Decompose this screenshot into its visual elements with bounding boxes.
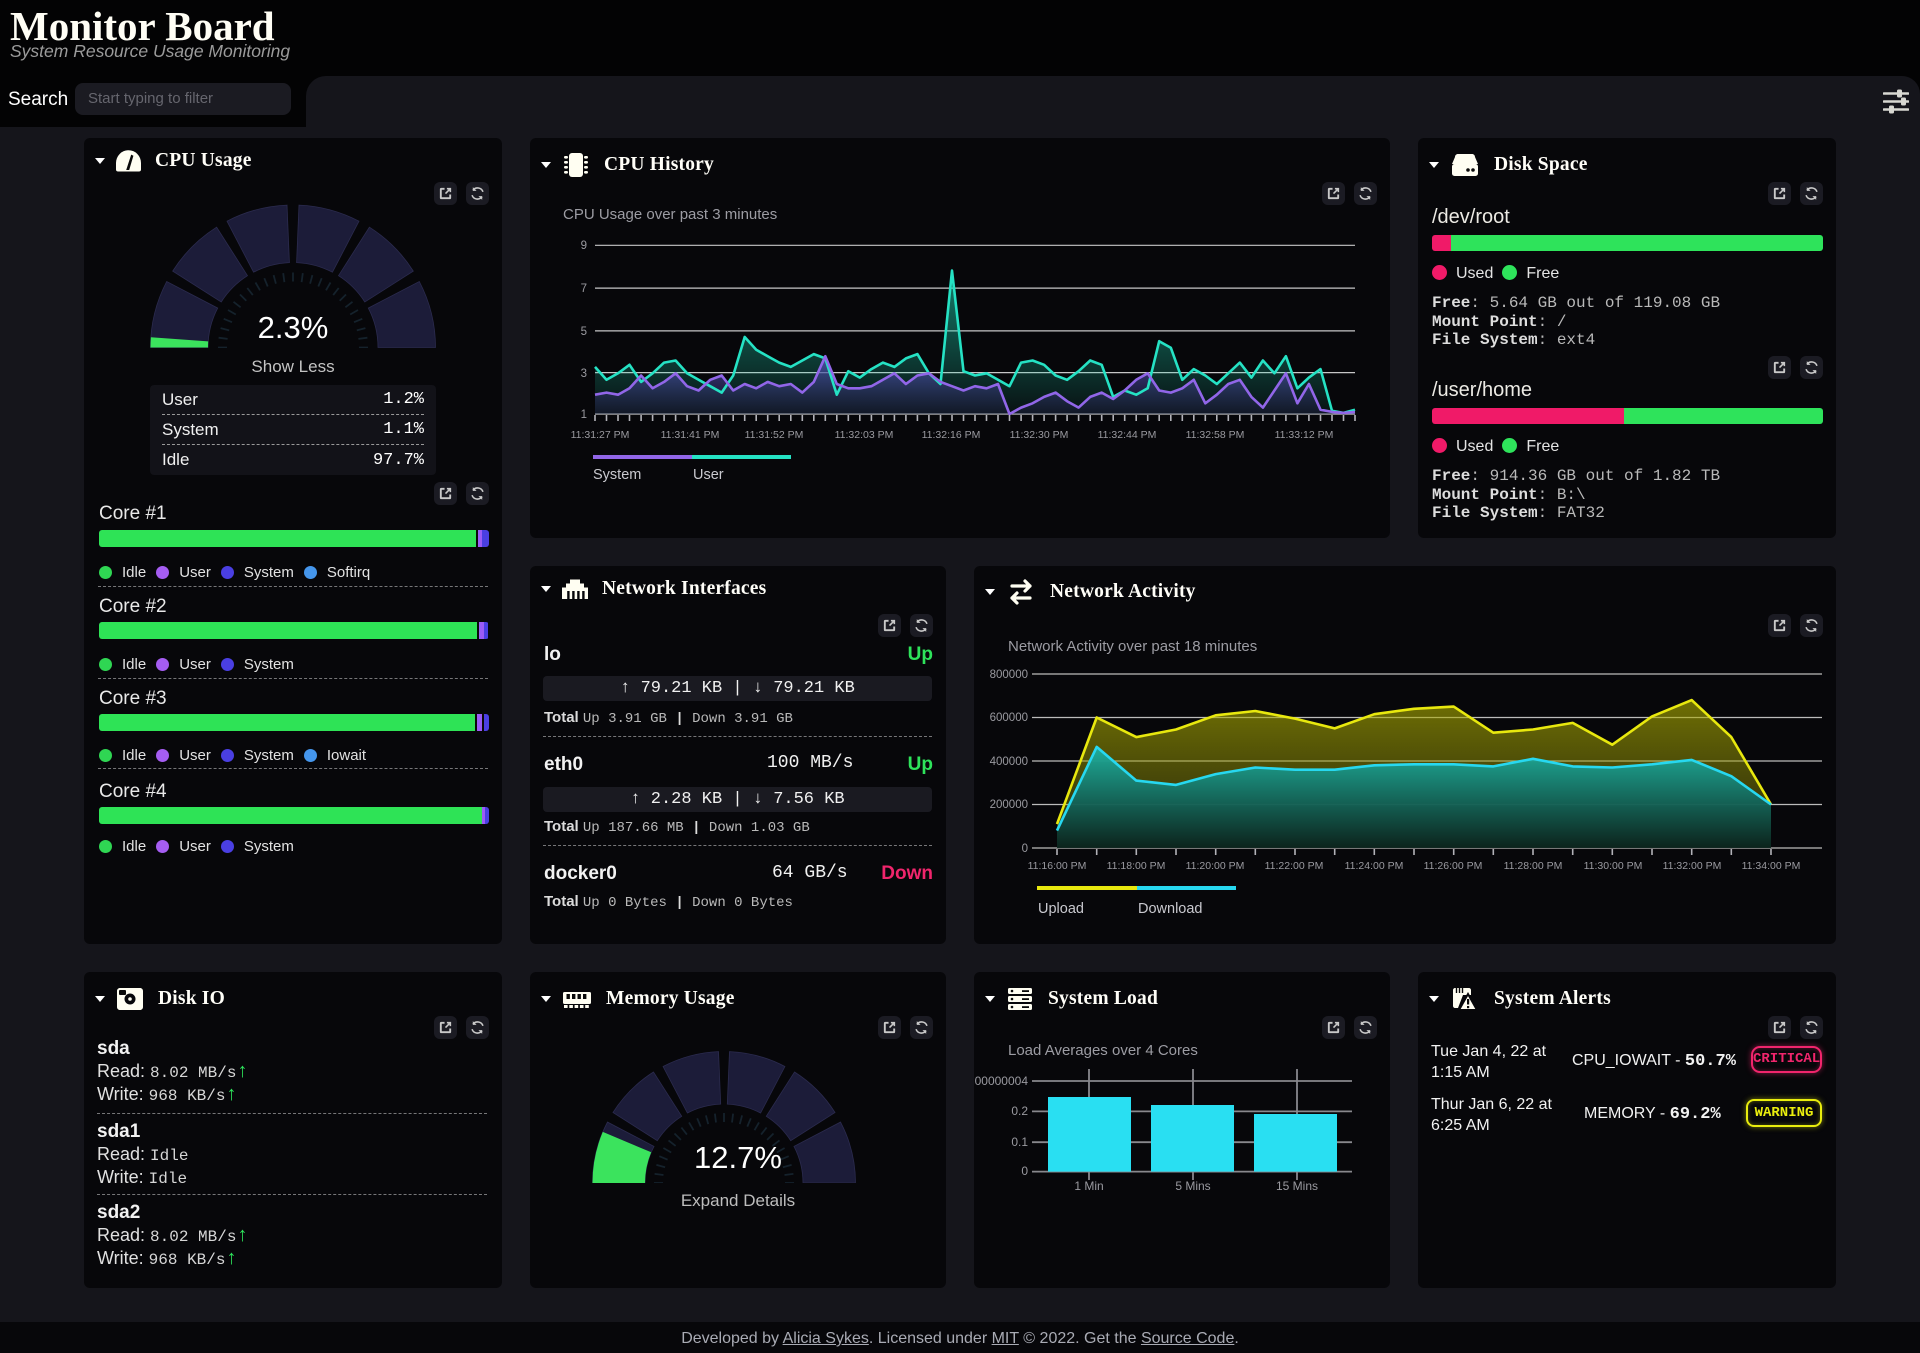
svg-text:11:32:03 PM: 11:32:03 PM [835, 429, 894, 441]
svg-text:1 Min: 1 Min [1074, 1179, 1103, 1193]
svg-text:User: User [693, 467, 724, 483]
svg-text:11:24:00 PM: 11:24:00 PM [1345, 860, 1404, 872]
svg-text:11:32:30 PM: 11:32:30 PM [1010, 429, 1069, 441]
svg-text:11:26:00 PM: 11:26:00 PM [1424, 860, 1483, 872]
svg-text:11:32:58 PM: 11:32:58 PM [1186, 429, 1245, 441]
svg-text:Download: Download [1138, 901, 1203, 917]
svg-text:00000004: 00000004 [975, 1074, 1029, 1088]
svg-text:1: 1 [581, 409, 587, 421]
svg-text:11:16:00 PM: 11:16:00 PM [1028, 860, 1087, 872]
svg-text:11:32:00 PM: 11:32:00 PM [1663, 860, 1722, 872]
svg-text:11:18:00 PM: 11:18:00 PM [1107, 860, 1166, 872]
svg-text:11:33:12 PM: 11:33:12 PM [1275, 429, 1334, 441]
svg-text:200000: 200000 [990, 799, 1028, 811]
svg-text:800000: 800000 [990, 669, 1028, 681]
svg-text:0.2: 0.2 [1011, 1104, 1028, 1118]
svg-text:11:31:41 PM: 11:31:41 PM [661, 429, 720, 441]
svg-text:11:31:52 PM: 11:31:52 PM [745, 429, 804, 441]
svg-text:11:32:16 PM: 11:32:16 PM [922, 429, 981, 441]
svg-text:5 Mins: 5 Mins [1175, 1179, 1210, 1193]
svg-text:600000: 600000 [990, 712, 1028, 724]
svg-text:11:28:00 PM: 11:28:00 PM [1504, 860, 1563, 872]
svg-text:11:34:00 PM: 11:34:00 PM [1742, 860, 1801, 872]
svg-text:11:31:27 PM: 11:31:27 PM [571, 429, 630, 441]
svg-text:3: 3 [581, 368, 587, 380]
svg-text:11:22:00 PM: 11:22:00 PM [1265, 860, 1324, 872]
svg-text:400000: 400000 [990, 756, 1028, 768]
svg-text:11:32:44 PM: 11:32:44 PM [1098, 429, 1157, 441]
svg-text:Upload: Upload [1038, 901, 1084, 917]
svg-text:5: 5 [581, 326, 587, 338]
svg-text:7: 7 [581, 283, 587, 295]
svg-text:15 Mins: 15 Mins [1276, 1179, 1318, 1193]
svg-text:11:20:00 PM: 11:20:00 PM [1186, 860, 1245, 872]
svg-text:0.1: 0.1 [1011, 1135, 1028, 1149]
svg-text:9: 9 [581, 240, 587, 252]
svg-text:0: 0 [1021, 1164, 1028, 1178]
svg-text:0: 0 [1022, 843, 1028, 855]
svg-text:System: System [593, 467, 641, 483]
svg-text:11:30:00 PM: 11:30:00 PM [1584, 860, 1643, 872]
